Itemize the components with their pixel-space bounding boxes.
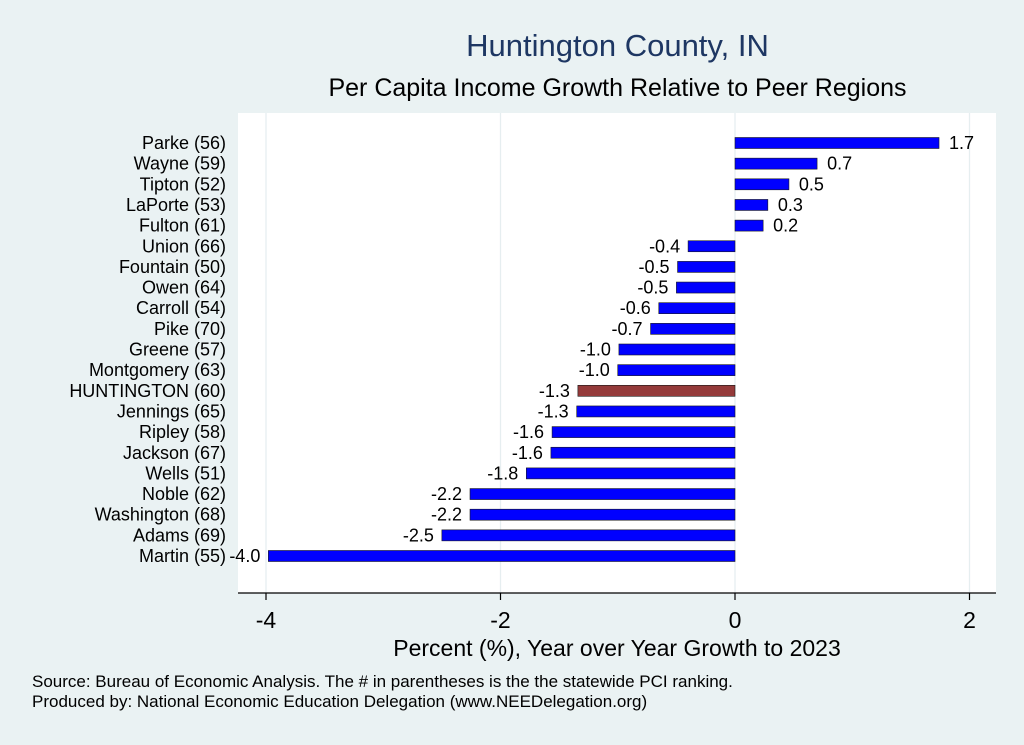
- data-label: -0.5: [639, 257, 670, 277]
- data-label: -1.6: [513, 422, 544, 442]
- category-label: Owen (64): [142, 278, 226, 298]
- data-label: -4.0: [229, 546, 260, 566]
- bar: [551, 426, 736, 438]
- bar: [469, 508, 736, 521]
- x-axis: -4 -2 0 2: [238, 592, 996, 633]
- data-label: 1.7: [949, 133, 974, 153]
- chart-title: Huntington County, IN: [466, 28, 769, 63]
- bar: [469, 488, 736, 500]
- category-label: Fulton (61): [139, 216, 226, 236]
- category-label: Fountain (50): [119, 257, 226, 277]
- category-label: Wayne (59): [134, 154, 226, 174]
- data-label: -2.5: [403, 525, 434, 545]
- bar: [550, 446, 736, 459]
- category-labels: Parke (56)Wayne (59)Tipton (52)LaPorte (…: [69, 133, 226, 566]
- category-label: Ripley (58): [139, 422, 226, 442]
- data-label: -1.0: [579, 360, 610, 380]
- category-label: LaPorte (53): [126, 195, 226, 215]
- data-label: -0.4: [649, 236, 680, 256]
- bar: [618, 343, 736, 356]
- x-tick-label: -2: [490, 607, 510, 633]
- bar: [650, 323, 736, 335]
- category-label: Adams (69): [133, 525, 226, 545]
- category-label: Jackson (67): [123, 443, 226, 463]
- category-label: Greene (57): [129, 340, 226, 360]
- x-tick-label: 0: [729, 607, 742, 633]
- data-label: -1.3: [539, 381, 570, 401]
- bars: [268, 137, 940, 562]
- category-label: Pike (70): [154, 319, 226, 339]
- data-label: -0.6: [620, 298, 651, 318]
- data-label: -2.2: [431, 505, 462, 525]
- bar: [441, 529, 736, 542]
- bar: [676, 281, 736, 294]
- category-label: Noble (62): [142, 484, 226, 504]
- bar: [658, 302, 736, 315]
- data-label: 0.7: [827, 154, 852, 174]
- data-labels: 1.70.70.50.30.2-0.4-0.5-0.5-0.6-0.7-1.0-…: [229, 133, 974, 566]
- bar: [677, 261, 736, 273]
- category-label: Tipton (52): [140, 174, 226, 194]
- x-tick-label: 2: [963, 607, 976, 633]
- bar: [734, 137, 940, 149]
- bar: [577, 384, 736, 397]
- bar: [268, 550, 736, 562]
- category-label: Wells (51): [145, 463, 226, 483]
- bar: [576, 405, 736, 418]
- x-axis-label: Percent (%), Year over Year Growth to 20…: [393, 635, 841, 661]
- data-label: -1.6: [512, 443, 543, 463]
- bar: [734, 219, 764, 232]
- bar: [734, 178, 790, 191]
- chart-subtitle: Per Capita Income Growth Relative to Pee…: [328, 74, 907, 102]
- produced-by-note: Produced by: National Economic Education…: [32, 692, 648, 711]
- source-note: Source: Bureau of Economic Analysis. The…: [32, 672, 733, 691]
- bar: [617, 364, 736, 376]
- category-label: Union (66): [142, 236, 226, 256]
- bar: [687, 240, 736, 253]
- bar: [734, 157, 818, 170]
- data-label: 0.2: [773, 216, 798, 236]
- category-label: Washington (68): [95, 505, 226, 525]
- category-label: Jennings (65): [117, 401, 226, 421]
- data-label: -1.3: [538, 401, 569, 421]
- category-label: Carroll (54): [136, 298, 226, 318]
- data-label: -0.7: [612, 319, 643, 339]
- data-label: -0.5: [637, 278, 668, 298]
- plot-area: [238, 113, 996, 593]
- data-label: -1.8: [487, 463, 518, 483]
- data-label: -2.2: [431, 484, 462, 504]
- category-label: HUNTINGTON (60): [69, 381, 226, 401]
- category-label: Martin (55): [139, 546, 226, 566]
- data-label: 0.3: [778, 195, 803, 215]
- data-label: -1.0: [580, 340, 611, 360]
- category-label: Montgomery (63): [89, 360, 226, 380]
- bar: [734, 199, 769, 211]
- bar: [525, 467, 736, 480]
- data-label: 0.5: [799, 174, 824, 194]
- x-tick-label: -4: [256, 607, 277, 633]
- category-label: Parke (56): [142, 133, 226, 153]
